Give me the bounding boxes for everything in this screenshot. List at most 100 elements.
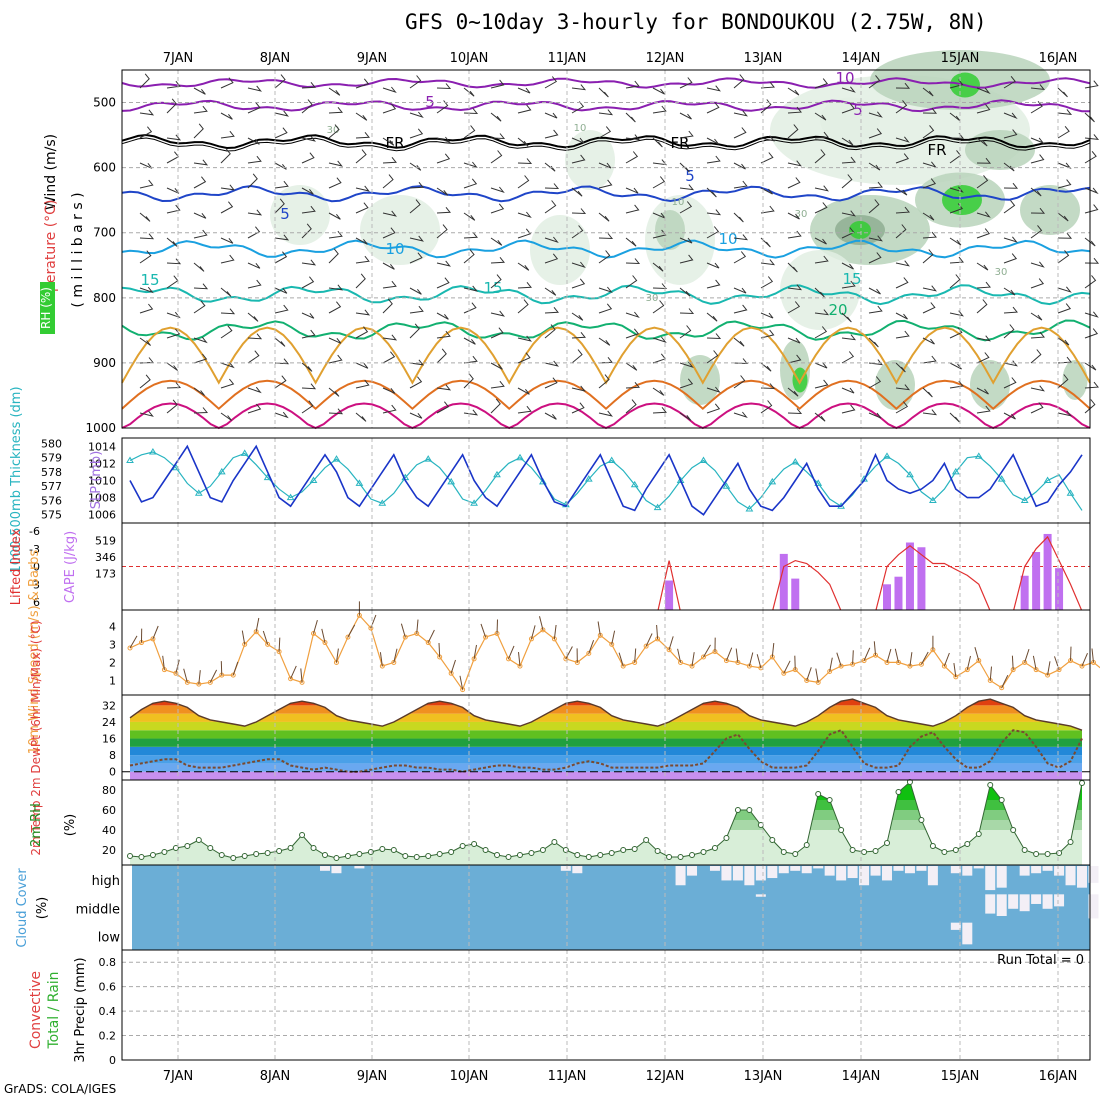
rh2m-point <box>391 848 396 853</box>
cloud-high-bar <box>951 866 961 873</box>
temp2m-ytick: 8 <box>109 749 116 762</box>
rh2m-point <box>540 848 545 853</box>
precip-label: 3hr Precip (mm) <box>73 957 88 1062</box>
rh-shading <box>875 360 915 410</box>
cloud-low-bar <box>962 923 972 945</box>
cloud-high-bar <box>825 866 835 876</box>
rh-shading <box>970 360 1010 410</box>
rh2m-point <box>231 856 236 861</box>
slp-label: SLP (mb) <box>89 451 104 510</box>
wind10m-barb <box>314 620 318 633</box>
cloud-high-bar <box>687 866 697 876</box>
wind10m-barb <box>401 624 405 637</box>
rh2m-band <box>122 820 1090 830</box>
rh2m-point <box>712 846 717 851</box>
rh2m-point <box>850 848 855 853</box>
rh2m-point <box>919 818 924 823</box>
cloud-high-bar <box>710 866 720 871</box>
wind10m-ytick: 1 <box>109 675 116 688</box>
date-label-top: 15JAN <box>941 51 980 66</box>
temp-band <box>122 747 1090 755</box>
cloud-high-bar <box>882 866 892 880</box>
temp-band <box>122 730 1090 738</box>
rh2m-point <box>128 854 133 859</box>
rh2m-point <box>930 844 935 849</box>
cloud-background <box>132 865 1090 950</box>
wind10m-barb <box>439 643 440 657</box>
contour-label: 15 <box>140 271 159 289</box>
contour-label: 5 <box>853 101 863 119</box>
rh2m-point <box>1057 851 1062 856</box>
rh2m-point <box>311 846 316 851</box>
cloud-middle-bar <box>1008 894 1018 908</box>
rh2m-point <box>162 850 167 855</box>
wind10m-barb <box>944 653 949 666</box>
rh2m-point <box>563 848 568 853</box>
cloud-high-bar <box>756 866 766 880</box>
rh2m-point <box>517 853 522 858</box>
chart-title: GFS 0~10day 3-hourly for BONDOUKOU (2.75… <box>405 10 987 34</box>
rh2m-point <box>862 850 867 855</box>
rh2m-point <box>460 844 465 849</box>
precip-ytick: 0.2 <box>99 1030 117 1043</box>
date-label-top: 9JAN <box>357 51 388 66</box>
temp2m-ytick: 24 <box>102 716 116 729</box>
date-label-top: 13JAN <box>744 51 783 66</box>
cloud-high-bar <box>1054 866 1064 876</box>
wind10m-barb <box>669 636 673 649</box>
wind10m-barb <box>153 626 158 639</box>
panel-wind10m-frame <box>122 610 1090 695</box>
wind10m-barb <box>975 647 979 660</box>
wind10m-barb <box>1025 649 1029 662</box>
wind10m-barb <box>807 667 812 680</box>
rh2m-point <box>667 855 672 860</box>
cloud-high-bar <box>561 866 571 871</box>
rh2m-bands <box>122 775 1090 830</box>
wind10m-ytick: 3 <box>109 638 116 651</box>
contour-label: 10 <box>835 69 854 87</box>
cloud-high-bar <box>1066 866 1076 885</box>
cloud-label: Cloud Cover <box>15 868 30 948</box>
rh2m-point <box>747 808 752 813</box>
upper-air-ytick: 1000 <box>85 421 116 435</box>
rh2m-point <box>1011 828 1016 833</box>
rh2m-point <box>322 853 327 858</box>
cloud-high-bar <box>962 866 972 876</box>
wind10m-barb <box>279 638 280 652</box>
slp-line <box>130 446 1082 514</box>
rh2m-point <box>1045 852 1050 857</box>
date-label-top: 8JAN <box>260 51 291 66</box>
rh2m-point <box>839 828 844 833</box>
cloud-layer-label: middle <box>76 902 120 917</box>
rh2m-point <box>242 854 247 859</box>
wind10m-barb <box>853 650 854 664</box>
temp-band <box>122 722 1090 730</box>
rh2m-point <box>483 848 488 853</box>
rh2m-point <box>1034 852 1039 857</box>
rh2m-point <box>770 838 775 843</box>
rh2m-point <box>816 792 821 797</box>
cloud-layer-label: low <box>98 931 121 946</box>
contour-label: 10 <box>385 240 404 258</box>
cloud-high-bar <box>836 866 846 880</box>
rh2m-point <box>804 843 809 848</box>
cloud-high-bar <box>354 866 364 868</box>
contour-label: FR <box>927 141 946 159</box>
li-label: Lifted Index <box>9 528 24 605</box>
rh2m-point <box>437 852 442 857</box>
rh2m-point <box>678 855 683 860</box>
lifted-index-line <box>658 537 1081 610</box>
cloud-high-bar <box>331 866 341 873</box>
date-label-bottom: 8JAN <box>260 1069 291 1084</box>
rh2m-point <box>953 848 958 853</box>
date-label-bottom: 13JAN <box>744 1069 783 1084</box>
rh2m-point <box>288 846 293 851</box>
date-label-bottom: 7JAN <box>163 1069 194 1084</box>
upper-air-rh-label: RH (%) <box>39 287 53 329</box>
wind10m-barb <box>291 666 297 679</box>
cloud-low-bar <box>951 923 961 930</box>
cloud-high-bar <box>1043 866 1053 871</box>
contour-label: 10 <box>574 123 587 134</box>
wind10m-barb <box>451 660 455 673</box>
contour-label: FR <box>385 134 404 152</box>
